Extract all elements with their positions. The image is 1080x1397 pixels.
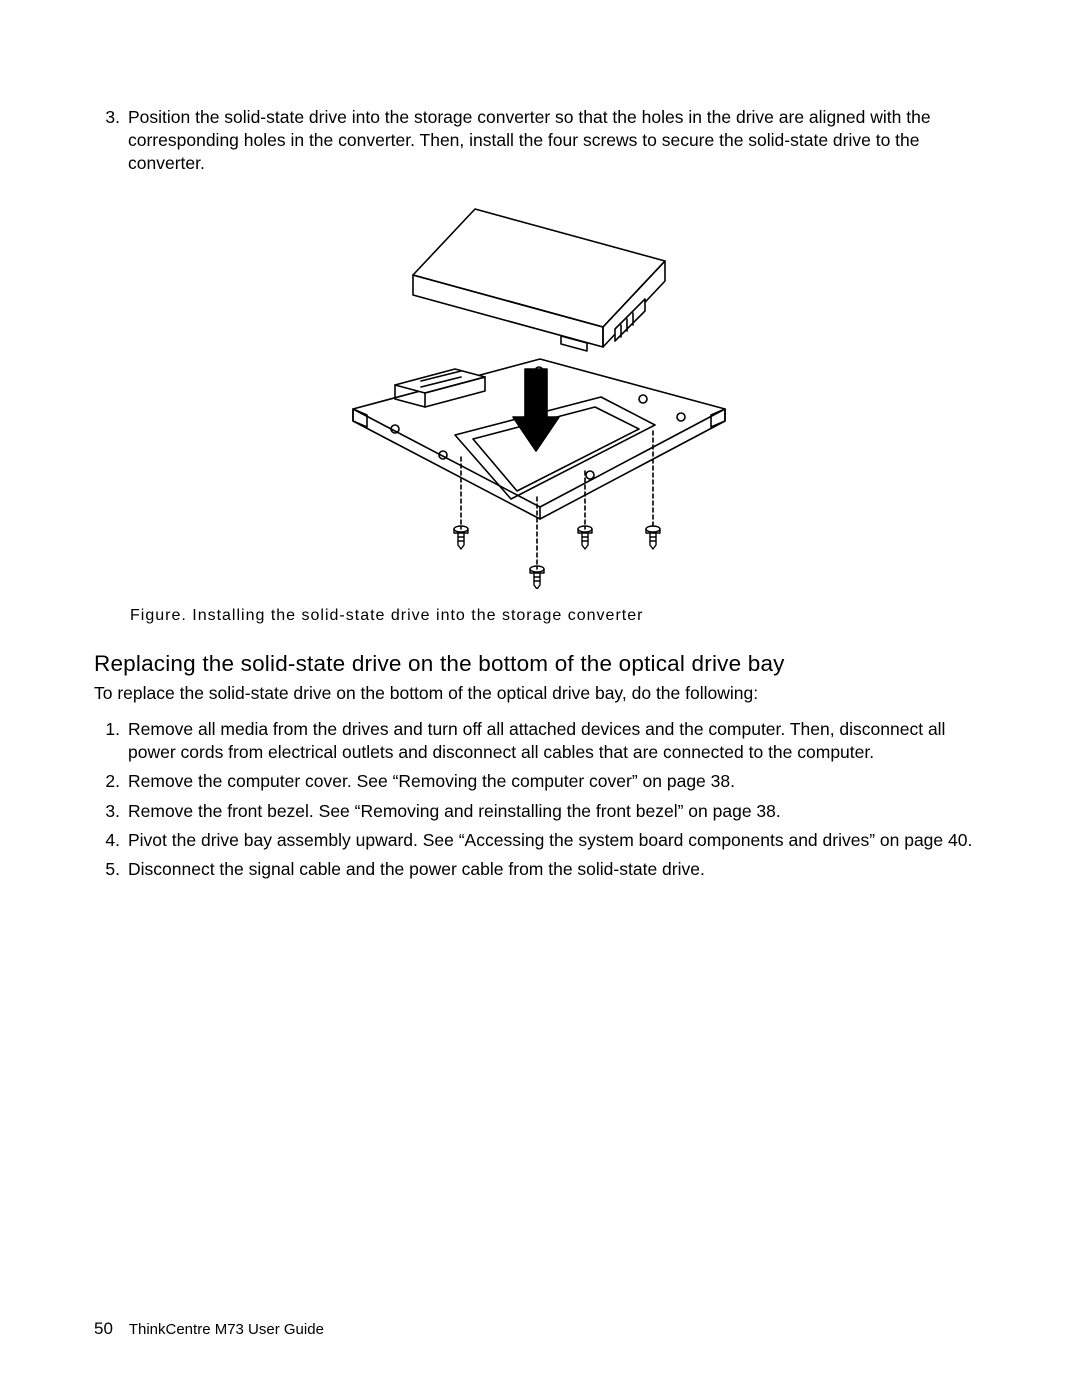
- instruction-step-3: 3. Position the solid-state drive into t…: [94, 106, 986, 175]
- step-text: Pivot the drive bay assembly upward. See…: [128, 829, 986, 852]
- list-item: 4. Pivot the drive bay assembly upward. …: [94, 829, 986, 852]
- step-number: 3.: [94, 106, 128, 175]
- list-item: 5. Disconnect the signal cable and the p…: [94, 858, 986, 881]
- step-text: Remove all media from the drives and tur…: [128, 718, 986, 764]
- section-title: Replacing the solid-state drive on the b…: [94, 651, 986, 677]
- list-item: 3. Remove the front bezel. See “Removing…: [94, 800, 986, 823]
- steps-list: 1. Remove all media from the drives and …: [94, 718, 986, 881]
- step-number: 5.: [94, 858, 128, 881]
- figure-caption: Figure. Installing the solid-state drive…: [130, 607, 986, 625]
- section-intro: To replace the solid-state drive on the …: [94, 683, 986, 704]
- list-item: 1. Remove all media from the drives and …: [94, 718, 986, 764]
- list-item: 2. Remove the computer cover. See “Remov…: [94, 770, 986, 793]
- step-number: 2.: [94, 770, 128, 793]
- step-number: 4.: [94, 829, 128, 852]
- ssd-install-diagram: [325, 199, 755, 589]
- doc-title: ThinkCentre M73 User Guide: [129, 1321, 324, 1338]
- step-number: 1.: [94, 718, 128, 764]
- step-text: Remove the front bezel. See “Removing an…: [128, 800, 986, 823]
- step-number: 3.: [94, 800, 128, 823]
- page: 3. Position the solid-state drive into t…: [0, 0, 1080, 1397]
- figure-wrap: [94, 199, 986, 589]
- page-number: 50: [94, 1319, 113, 1338]
- step-text: Position the solid-state drive into the …: [128, 106, 986, 175]
- step-text: Disconnect the signal cable and the powe…: [128, 858, 986, 881]
- page-footer: 50 ThinkCentre M73 User Guide: [94, 1319, 324, 1339]
- step-text: Remove the computer cover. See “Removing…: [128, 770, 986, 793]
